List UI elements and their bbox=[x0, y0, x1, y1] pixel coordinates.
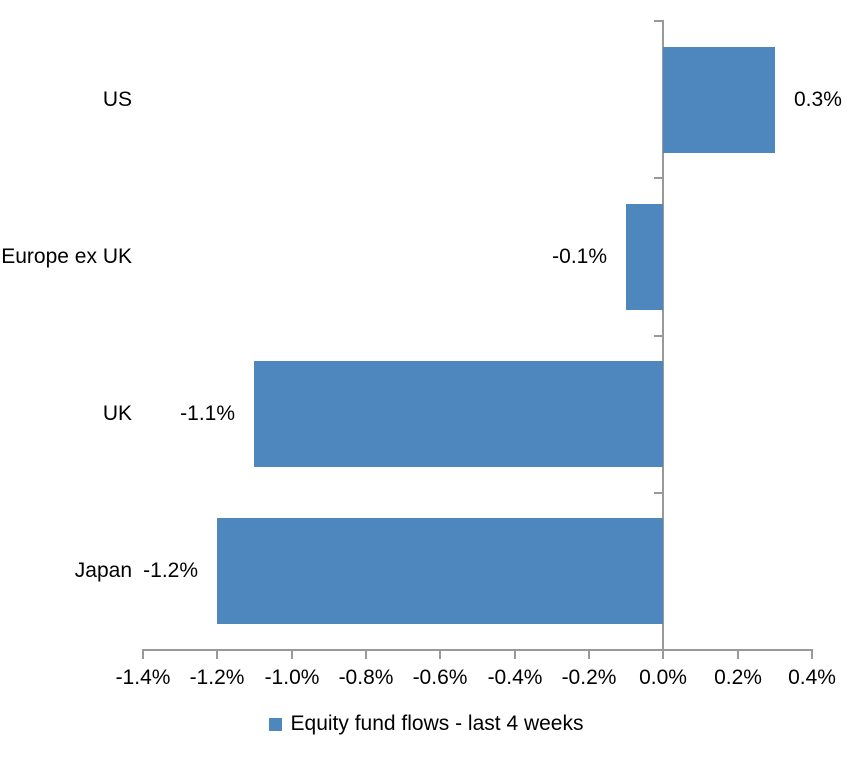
y-axis-line bbox=[662, 20, 664, 651]
x-axis-tick bbox=[811, 649, 813, 659]
bar-japan bbox=[217, 518, 663, 624]
category-label-europe-ex-uk: Europe ex UK bbox=[1, 245, 132, 268]
y-axis-tick bbox=[654, 335, 662, 337]
x-tick-label: -1.2% bbox=[189, 666, 245, 689]
x-axis-tick bbox=[662, 649, 664, 659]
category-label-japan: Japan bbox=[74, 559, 132, 582]
x-axis-tick bbox=[737, 649, 739, 659]
x-tick-label: -0.6% bbox=[412, 666, 468, 689]
y-axis-tick bbox=[654, 177, 662, 179]
x-tick-label: -0.4% bbox=[487, 666, 543, 689]
x-axis-tick bbox=[439, 649, 441, 659]
x-tick-label: -0.2% bbox=[561, 666, 617, 689]
bar-us bbox=[663, 47, 775, 153]
x-axis-tick bbox=[216, 649, 218, 659]
x-tick-label: 0.0% bbox=[639, 666, 687, 689]
x-axis-line bbox=[142, 649, 813, 651]
x-axis-tick bbox=[291, 649, 293, 659]
y-axis-tick bbox=[654, 492, 662, 494]
value-label-us: 0.3% bbox=[794, 88, 842, 111]
legend: Equity fund flows - last 4 weeks bbox=[0, 711, 852, 737]
category-label-uk: UK bbox=[102, 402, 132, 425]
value-label-europe-ex-uk: -0.1% bbox=[552, 245, 607, 268]
y-axis-tick bbox=[654, 20, 662, 22]
x-axis-tick bbox=[588, 649, 590, 659]
category-label-us: US bbox=[102, 88, 132, 111]
x-tick-label: -0.8% bbox=[338, 666, 394, 689]
legend-series-label: Equity fund flows - last 4 weeks bbox=[290, 712, 584, 735]
x-axis-tick bbox=[365, 649, 367, 659]
bar-europe-ex-uk bbox=[626, 204, 663, 310]
x-tick-label: -1.0% bbox=[264, 666, 320, 689]
x-axis-tick bbox=[514, 649, 516, 659]
x-axis-tick bbox=[142, 649, 144, 659]
x-tick-label: 0.2% bbox=[714, 666, 762, 689]
value-label-uk: -1.1% bbox=[180, 402, 235, 425]
x-tick-label: -1.4% bbox=[115, 666, 171, 689]
legend-series-marker-icon bbox=[268, 717, 282, 731]
x-tick-label: 0.4% bbox=[788, 666, 836, 689]
bar-uk bbox=[254, 361, 663, 467]
value-label-japan: -1.2% bbox=[143, 559, 198, 582]
